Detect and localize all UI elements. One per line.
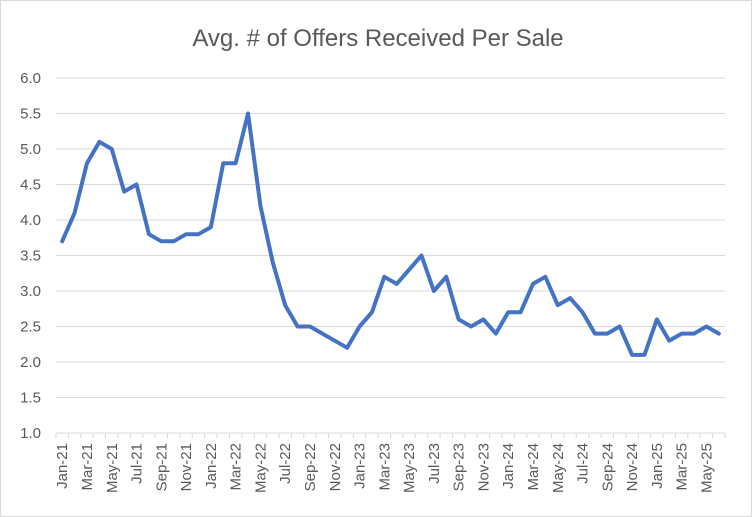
y-tick-label: 3.0 [20, 283, 41, 300]
x-tick-label: Nov-24 [624, 443, 641, 491]
x-tick-label: May-23 [401, 443, 418, 493]
y-tick-label: 6.0 [20, 70, 41, 87]
x-tick-label: Jan-23 [352, 443, 369, 489]
gridlines [56, 77, 725, 434]
y-tick-label: 1.0 [20, 425, 41, 442]
chart-title: Avg. # of Offers Received Per Sale [192, 25, 563, 52]
x-tick-label: Jul-21 [129, 443, 146, 484]
x-tick-label: Jan-21 [54, 443, 71, 489]
x-tick-label: May-24 [550, 443, 567, 493]
x-tick-label: Sep-24 [599, 443, 616, 491]
x-axis-tick-labels: Jan-21 Mar-21 May-21 Jul-21 Sep-21 Nov-21 Jan-… [54, 433, 726, 493]
x-tick-label: Mar-21 [79, 443, 96, 491]
x-tick-label: Mar-22 [228, 443, 245, 491]
y-tick-label: 2.0 [20, 354, 41, 371]
x-tick-label: Mar-25 [674, 443, 691, 491]
y-axis-tick-labels: 1.0 1.5 2.0 2.5 3.0 3.5 4.0 4.5 5.0 5.5 6.0 [20, 70, 41, 442]
y-tick-label: 1.5 [20, 390, 41, 407]
x-tick-label: Jul-24 [575, 443, 592, 484]
x-tick-label: Nov-22 [327, 443, 344, 491]
x-tick-label: Jan-25 [649, 443, 666, 489]
x-tick-label: Nov-23 [475, 443, 492, 491]
x-tick-label: May-22 [252, 443, 269, 493]
x-tick-label: Mar-24 [525, 443, 542, 491]
x-tick-label: Sep-21 [153, 443, 170, 491]
y-tick-label: 4.0 [20, 212, 41, 229]
y-tick-label: 2.5 [20, 319, 41, 336]
x-tick-label: Mar-23 [376, 443, 393, 491]
x-tick-label: Sep-23 [451, 443, 468, 491]
x-tick-label: Jan-24 [500, 443, 517, 489]
y-tick-label: 5.5 [20, 106, 41, 123]
x-tick-label: Sep-22 [302, 443, 319, 491]
y-tick-label: 3.5 [20, 248, 41, 265]
series-layer [60, 111, 721, 357]
series-line [60, 111, 721, 357]
y-tick-label: 5.0 [20, 141, 41, 158]
x-tick-label: May-21 [104, 443, 121, 493]
x-tick-label: Jul-23 [426, 443, 443, 484]
y-tick-label: 4.5 [20, 177, 41, 194]
x-tick-label: Nov-21 [178, 443, 195, 491]
x-tick-label: Jan-22 [203, 443, 220, 489]
x-tick-label: Jul-22 [277, 443, 294, 484]
x-tick-label: May-25 [698, 443, 715, 493]
